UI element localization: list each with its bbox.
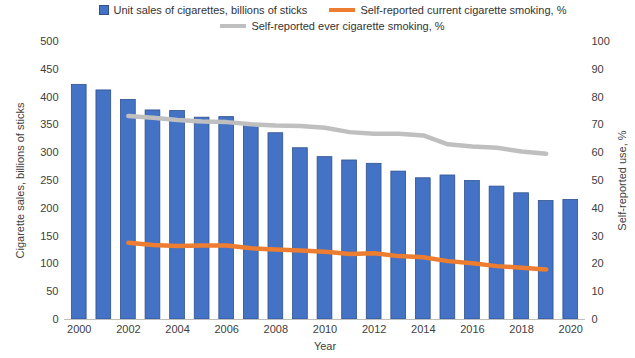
svg-text:90: 90 — [592, 63, 604, 75]
svg-text:2000: 2000 — [67, 323, 91, 335]
svg-text:2008: 2008 — [264, 323, 288, 335]
svg-text:70: 70 — [592, 118, 604, 130]
svg-text:2004: 2004 — [165, 323, 189, 335]
svg-text:60: 60 — [592, 146, 604, 158]
svg-text:0: 0 — [592, 313, 598, 325]
svg-text:2016: 2016 — [460, 323, 484, 335]
svg-text:Year: Year — [314, 340, 337, 352]
svg-text:2010: 2010 — [313, 323, 337, 335]
svg-text:50: 50 — [46, 285, 58, 297]
svg-text:2014: 2014 — [411, 323, 435, 335]
svg-text:50: 50 — [592, 174, 604, 186]
svg-text:Self-reported use, %: Self-reported use, % — [616, 130, 628, 230]
svg-text:Cigarette sales, billions of s: Cigarette sales, billions of sticks — [14, 102, 26, 258]
svg-text:450: 450 — [40, 63, 58, 75]
svg-text:2006: 2006 — [214, 323, 238, 335]
svg-text:250: 250 — [40, 174, 58, 186]
svg-text:2020: 2020 — [559, 323, 583, 335]
svg-text:200: 200 — [40, 202, 58, 214]
svg-text:350: 350 — [40, 118, 58, 130]
svg-text:0: 0 — [52, 313, 58, 325]
svg-text:30: 30 — [592, 230, 604, 242]
svg-text:500: 500 — [40, 35, 58, 47]
html-text:Unit sales of cigarettes, bill: Unit sales of cigarettes, billions of st… — [113, 4, 308, 16]
svg-text:2012: 2012 — [362, 323, 386, 335]
svg-text:40: 40 — [592, 202, 604, 214]
svg-text:100: 100 — [40, 257, 58, 269]
html-text:Self-reported current cigarett: Self-reported current cigarette smoking,… — [360, 4, 567, 16]
svg-text:150: 150 — [40, 230, 58, 242]
svg-text:80: 80 — [592, 91, 604, 103]
svg-text:10: 10 — [592, 285, 604, 297]
svg-text:100: 100 — [592, 35, 610, 47]
html-text:Self-reported ever cigarette s: Self-reported ever cigarette smoking, % — [251, 20, 445, 32]
svg-text:400: 400 — [40, 91, 58, 103]
svg-text:300: 300 — [40, 146, 58, 158]
svg-text:20: 20 — [592, 257, 604, 269]
svg-text:2018: 2018 — [509, 323, 533, 335]
svg-text:2002: 2002 — [116, 323, 140, 335]
